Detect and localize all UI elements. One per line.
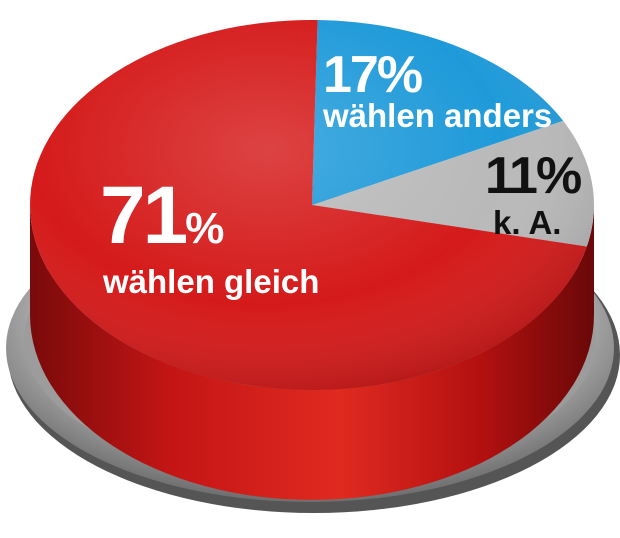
pie-top-highlight	[30, 20, 594, 390]
slice-label-wahlen-gleich-percent: %	[185, 204, 223, 253]
pie-side-wall	[30, 205, 594, 500]
slice-label-wahlen-gleich-value: 71%	[100, 170, 223, 261]
slice-label-ka-name: k. A.	[493, 204, 561, 241]
slice-label-wahlen-anders-name: wählen anders	[322, 97, 552, 134]
slice-label-wahlen-gleich-number: 71	[100, 170, 187, 261]
slice-label-ka-value: 11%	[485, 147, 581, 205]
slice-label-wahlen-anders-value: 17%	[323, 46, 422, 104]
slice-label-wahlen-gleich-name: wählen gleich	[102, 263, 319, 300]
